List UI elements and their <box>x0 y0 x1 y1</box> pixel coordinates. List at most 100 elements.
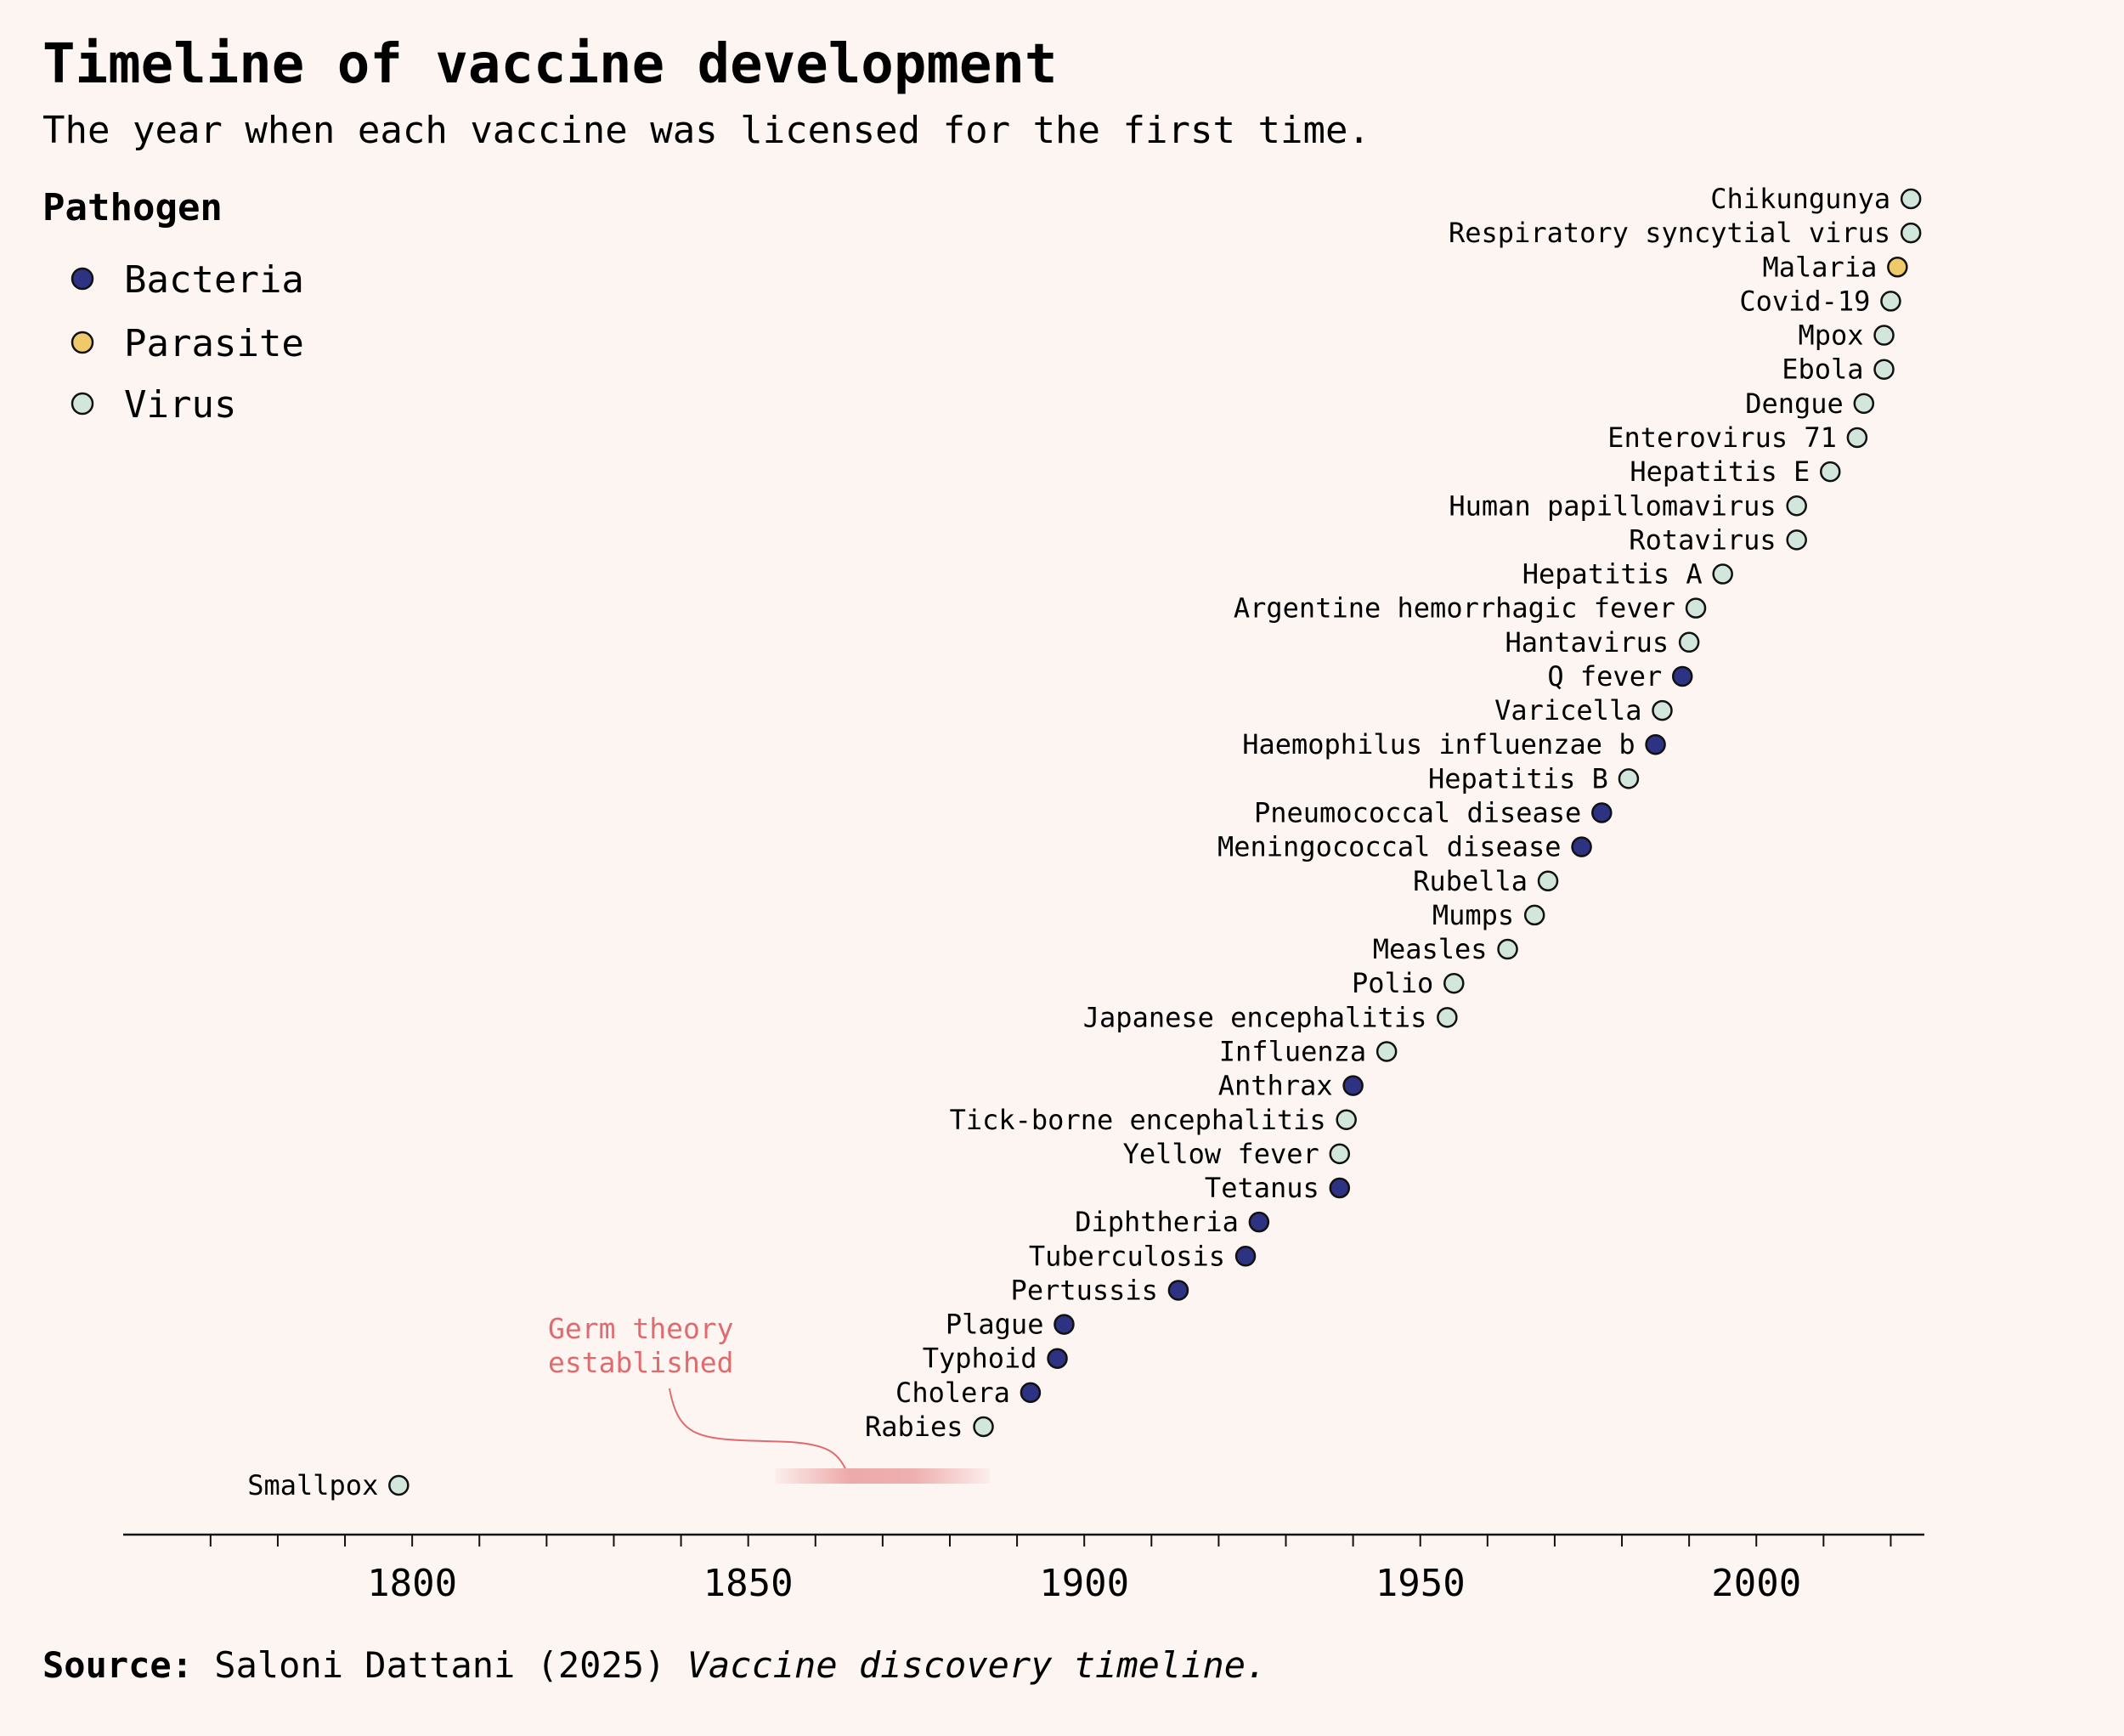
source-label: Source: <box>42 1644 193 1686</box>
point-label-tuberculosis: Tuberculosis <box>1029 1240 1225 1272</box>
source-title: Vaccine discovery timeline. <box>687 1644 1268 1686</box>
legend-label-bacteria: Bacteria <box>124 258 304 302</box>
point-label-japanese-encephalitis: Japanese encephalitis <box>1083 1001 1427 1033</box>
point-influenza <box>1376 1041 1398 1062</box>
point-label-mpox: Mpox <box>1798 319 1863 352</box>
point-label-polio: Polio <box>1352 967 1433 999</box>
point-pertussis <box>1167 1280 1189 1301</box>
point-label-pertussis: Pertussis <box>1011 1274 1158 1306</box>
point-label-yellow-fever: Yellow fever <box>1123 1138 1319 1170</box>
data-points: Smallpox RabiesCholeraTyphoidPlaguePertus… <box>247 183 1922 1501</box>
point-label-ebola: Ebola <box>1782 353 1863 386</box>
point-label-rotavirus: Rotavirus <box>1629 523 1776 556</box>
point-label-meningococcal-disease: Meningococcal disease <box>1217 831 1562 863</box>
point-label-enterovirus-71: Enterovirus 71 <box>1607 421 1837 454</box>
point-tick-borne-encephalitis <box>1336 1109 1357 1130</box>
point-label-hepatitis-a: Hepatitis A <box>1522 558 1703 591</box>
point-anthrax <box>1342 1075 1364 1096</box>
legend-marker-bacteria <box>71 267 94 291</box>
point-smallpox <box>388 1474 410 1496</box>
point-tetanus <box>1329 1177 1351 1199</box>
point-label-chikungunya: Chikungunya <box>1710 183 1890 215</box>
point-label-mumps: Mumps <box>1432 899 1514 931</box>
point-typhoid <box>1047 1348 1068 1369</box>
source-text: Saloni Dattani (2025) <box>193 1644 687 1686</box>
point-label-rubella: Rubella <box>1413 865 1528 897</box>
x-axis: 1800 1850 1900 1950 2000 <box>123 1533 1924 1605</box>
point-label-pneumococcal-disease: Pneumococcal disease <box>1254 797 1581 829</box>
point-label-haemophilus-influenzae-b: Haemophilus influenzae b <box>1242 728 1635 761</box>
legend: Pathogen Bacteria Parasite Virus <box>42 186 304 427</box>
point-yellow-fever <box>1329 1143 1351 1165</box>
point-hepatitis-b <box>1618 768 1640 789</box>
point-rubella <box>1537 870 1559 892</box>
legend-title: Pathogen <box>42 186 223 229</box>
point-malaria <box>1887 257 1908 278</box>
point-label-human-papillomavirus: Human papillomavirus <box>1449 489 1776 522</box>
point-label-anthrax: Anthrax <box>1218 1070 1333 1102</box>
legend-marker-parasite <box>71 331 94 354</box>
point-pneumococcal-disease <box>1591 802 1613 823</box>
x-tick-label-1850: 1850 <box>703 1562 794 1605</box>
point-label-q-fever: Q fever <box>1547 660 1662 693</box>
chart-subtitle: The year when each vaccine was licensed … <box>42 109 1370 152</box>
point-label-measles: Measles <box>1373 933 1488 965</box>
point-label-cholera: Cholera <box>895 1377 1010 1409</box>
legend-label-parasite: Parasite <box>124 322 304 365</box>
x-tick-label-1900: 1900 <box>1039 1562 1129 1605</box>
point-label-influenza: Influenza <box>1219 1035 1366 1067</box>
point-label-covid-19: Covid-19 <box>1739 285 1870 317</box>
point-label-typhoid: Typhoid <box>923 1343 1037 1375</box>
point-label-argentine-hemorrhagic-fever: Argentine hemorrhagic fever <box>1234 592 1675 625</box>
germ-theory-label-line-1: Germ theory <box>548 1312 734 1345</box>
point-covid-19 <box>1880 291 1901 312</box>
point-rotavirus <box>1786 529 1807 551</box>
point-hepatitis-a <box>1712 563 1733 585</box>
point-label-hantavirus: Hantavirus <box>1505 626 1669 659</box>
point-plague <box>1054 1314 1075 1335</box>
point-label-hepatitis-e: Hepatitis E <box>1630 455 1810 488</box>
point-human-papillomavirus <box>1786 495 1807 517</box>
point-ebola <box>1873 359 1895 380</box>
point-meningococcal-disease <box>1571 836 1592 857</box>
point-label-rabies: Rabies <box>865 1411 963 1443</box>
point-hantavirus <box>1678 631 1700 653</box>
point-hepatitis-e <box>1820 461 1841 483</box>
legend-label-virus: Virus <box>124 383 236 427</box>
point-respiratory-syncytial-virus <box>1900 222 1922 244</box>
point-diphtheria <box>1248 1211 1270 1233</box>
point-mumps <box>1523 904 1545 926</box>
point-cholera <box>1020 1382 1042 1404</box>
source-note: Source: Saloni Dattani (2025) Vaccine di… <box>42 1644 1267 1686</box>
point-dengue <box>1853 393 1875 415</box>
point-rabies <box>973 1416 994 1438</box>
x-tick-label-1800: 1800 <box>367 1562 457 1605</box>
point-mpox <box>1873 325 1895 346</box>
point-label-smallpox: Smallpox <box>247 1469 378 1501</box>
chart-title: Timeline of vaccine development <box>42 33 1057 96</box>
point-haemophilus-influenzae-b <box>1645 733 1666 755</box>
point-tuberculosis <box>1234 1246 1257 1267</box>
point-chikungunya <box>1900 188 1922 210</box>
point-label-respiratory-syncytial-virus: Respiratory syncytial virus <box>1449 217 1890 249</box>
point-varicella <box>1652 699 1673 721</box>
germ-theory-leader <box>669 1388 846 1469</box>
legend-marker-virus <box>71 392 94 416</box>
point-label-dengue: Dengue <box>1745 387 1844 420</box>
point-label-hepatitis-b: Hepatitis B <box>1428 762 1608 794</box>
point-label-diphtheria: Diphtheria <box>1075 1206 1239 1238</box>
point-label-malaria: Malaria <box>1762 251 1877 283</box>
x-tick-label-1950: 1950 <box>1376 1562 1466 1605</box>
x-tick-label-2000: 2000 <box>1711 1562 1801 1605</box>
point-label-varicella: Varicella <box>1494 694 1641 727</box>
point-label-tetanus: Tetanus <box>1205 1172 1319 1204</box>
point-polio <box>1443 972 1465 994</box>
point-argentine-hemorrhagic-fever <box>1685 597 1707 619</box>
point-japanese-encephalitis <box>1437 1007 1458 1028</box>
germ-theory-label-line-2: established <box>548 1346 734 1379</box>
point-q-fever <box>1671 665 1693 687</box>
point-label-plague: Plague <box>946 1309 1044 1341</box>
germ-theory-band <box>775 1468 991 1484</box>
